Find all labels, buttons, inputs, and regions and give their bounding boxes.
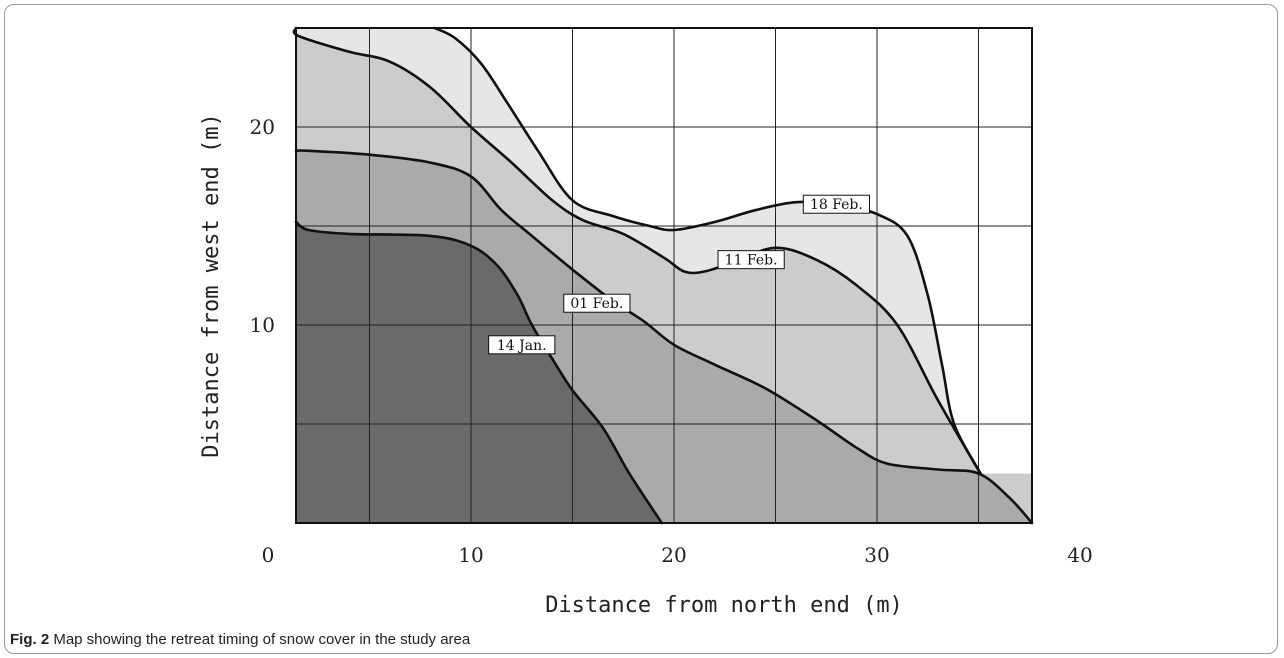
- snow-cover-chart: 0 10 20 30 40 10 20 18 Feb. 11 Feb. 01 Feb. 14 Ja…: [199, 26, 1093, 618]
- y-tick-label: 10: [250, 313, 275, 337]
- x-tick-label: 40: [1067, 543, 1092, 567]
- date-label-text: 14 Jan.: [497, 338, 547, 354]
- date-label-text: 01 Feb.: [570, 296, 623, 312]
- date-label-box: 11 Feb.: [717, 250, 785, 270]
- boundary-14-jan: [294, 220, 664, 525]
- grid-layer: [296, 28, 1032, 523]
- date-label-box: 01 Feb.: [563, 293, 631, 313]
- boundary-18-feb: [433, 26, 982, 475]
- date-label-background: [717, 250, 785, 270]
- date-label-box: 18 Feb.: [802, 194, 870, 214]
- boundary-01-feb: [294, 149, 1034, 525]
- figure-caption: Fig. 2 Map showing the retreat timing of…: [10, 631, 470, 648]
- caption-figure-number: Fig. 2: [10, 631, 50, 648]
- x-axis-label: Distance from north end (m): [545, 593, 903, 618]
- x-tick-label: 0: [262, 543, 275, 567]
- y-axis-label: Distance from west end (m): [199, 113, 224, 457]
- plot-border: [295, 27, 1033, 524]
- boundary-11-feb: [292, 26, 982, 475]
- date-label-background: [488, 335, 556, 355]
- date-label-background: [563, 293, 631, 313]
- date-label-layer: 18 Feb. 11 Feb. 01 Feb. 14 Jan.: [488, 194, 870, 355]
- caption-text: Map showing the retreat timing of snow c…: [49, 631, 471, 648]
- x-tick-label: 30: [864, 543, 889, 567]
- area-layer: [293, 28, 1033, 523]
- boundary-line-layer: [292, 26, 1034, 525]
- area-14-jan: [296, 28, 662, 523]
- y-tick-label: 20: [250, 115, 275, 139]
- x-tick-label: 20: [661, 543, 686, 567]
- tick-label-layer: 0 10 20 30 40 10 20: [250, 115, 1093, 567]
- x-tick-label: 10: [458, 543, 483, 567]
- date-label-box: 14 Jan.: [488, 335, 556, 355]
- date-label-text: 11 Feb.: [725, 253, 778, 269]
- date-label-text: 18 Feb.: [810, 197, 863, 213]
- date-label-background: [802, 194, 870, 214]
